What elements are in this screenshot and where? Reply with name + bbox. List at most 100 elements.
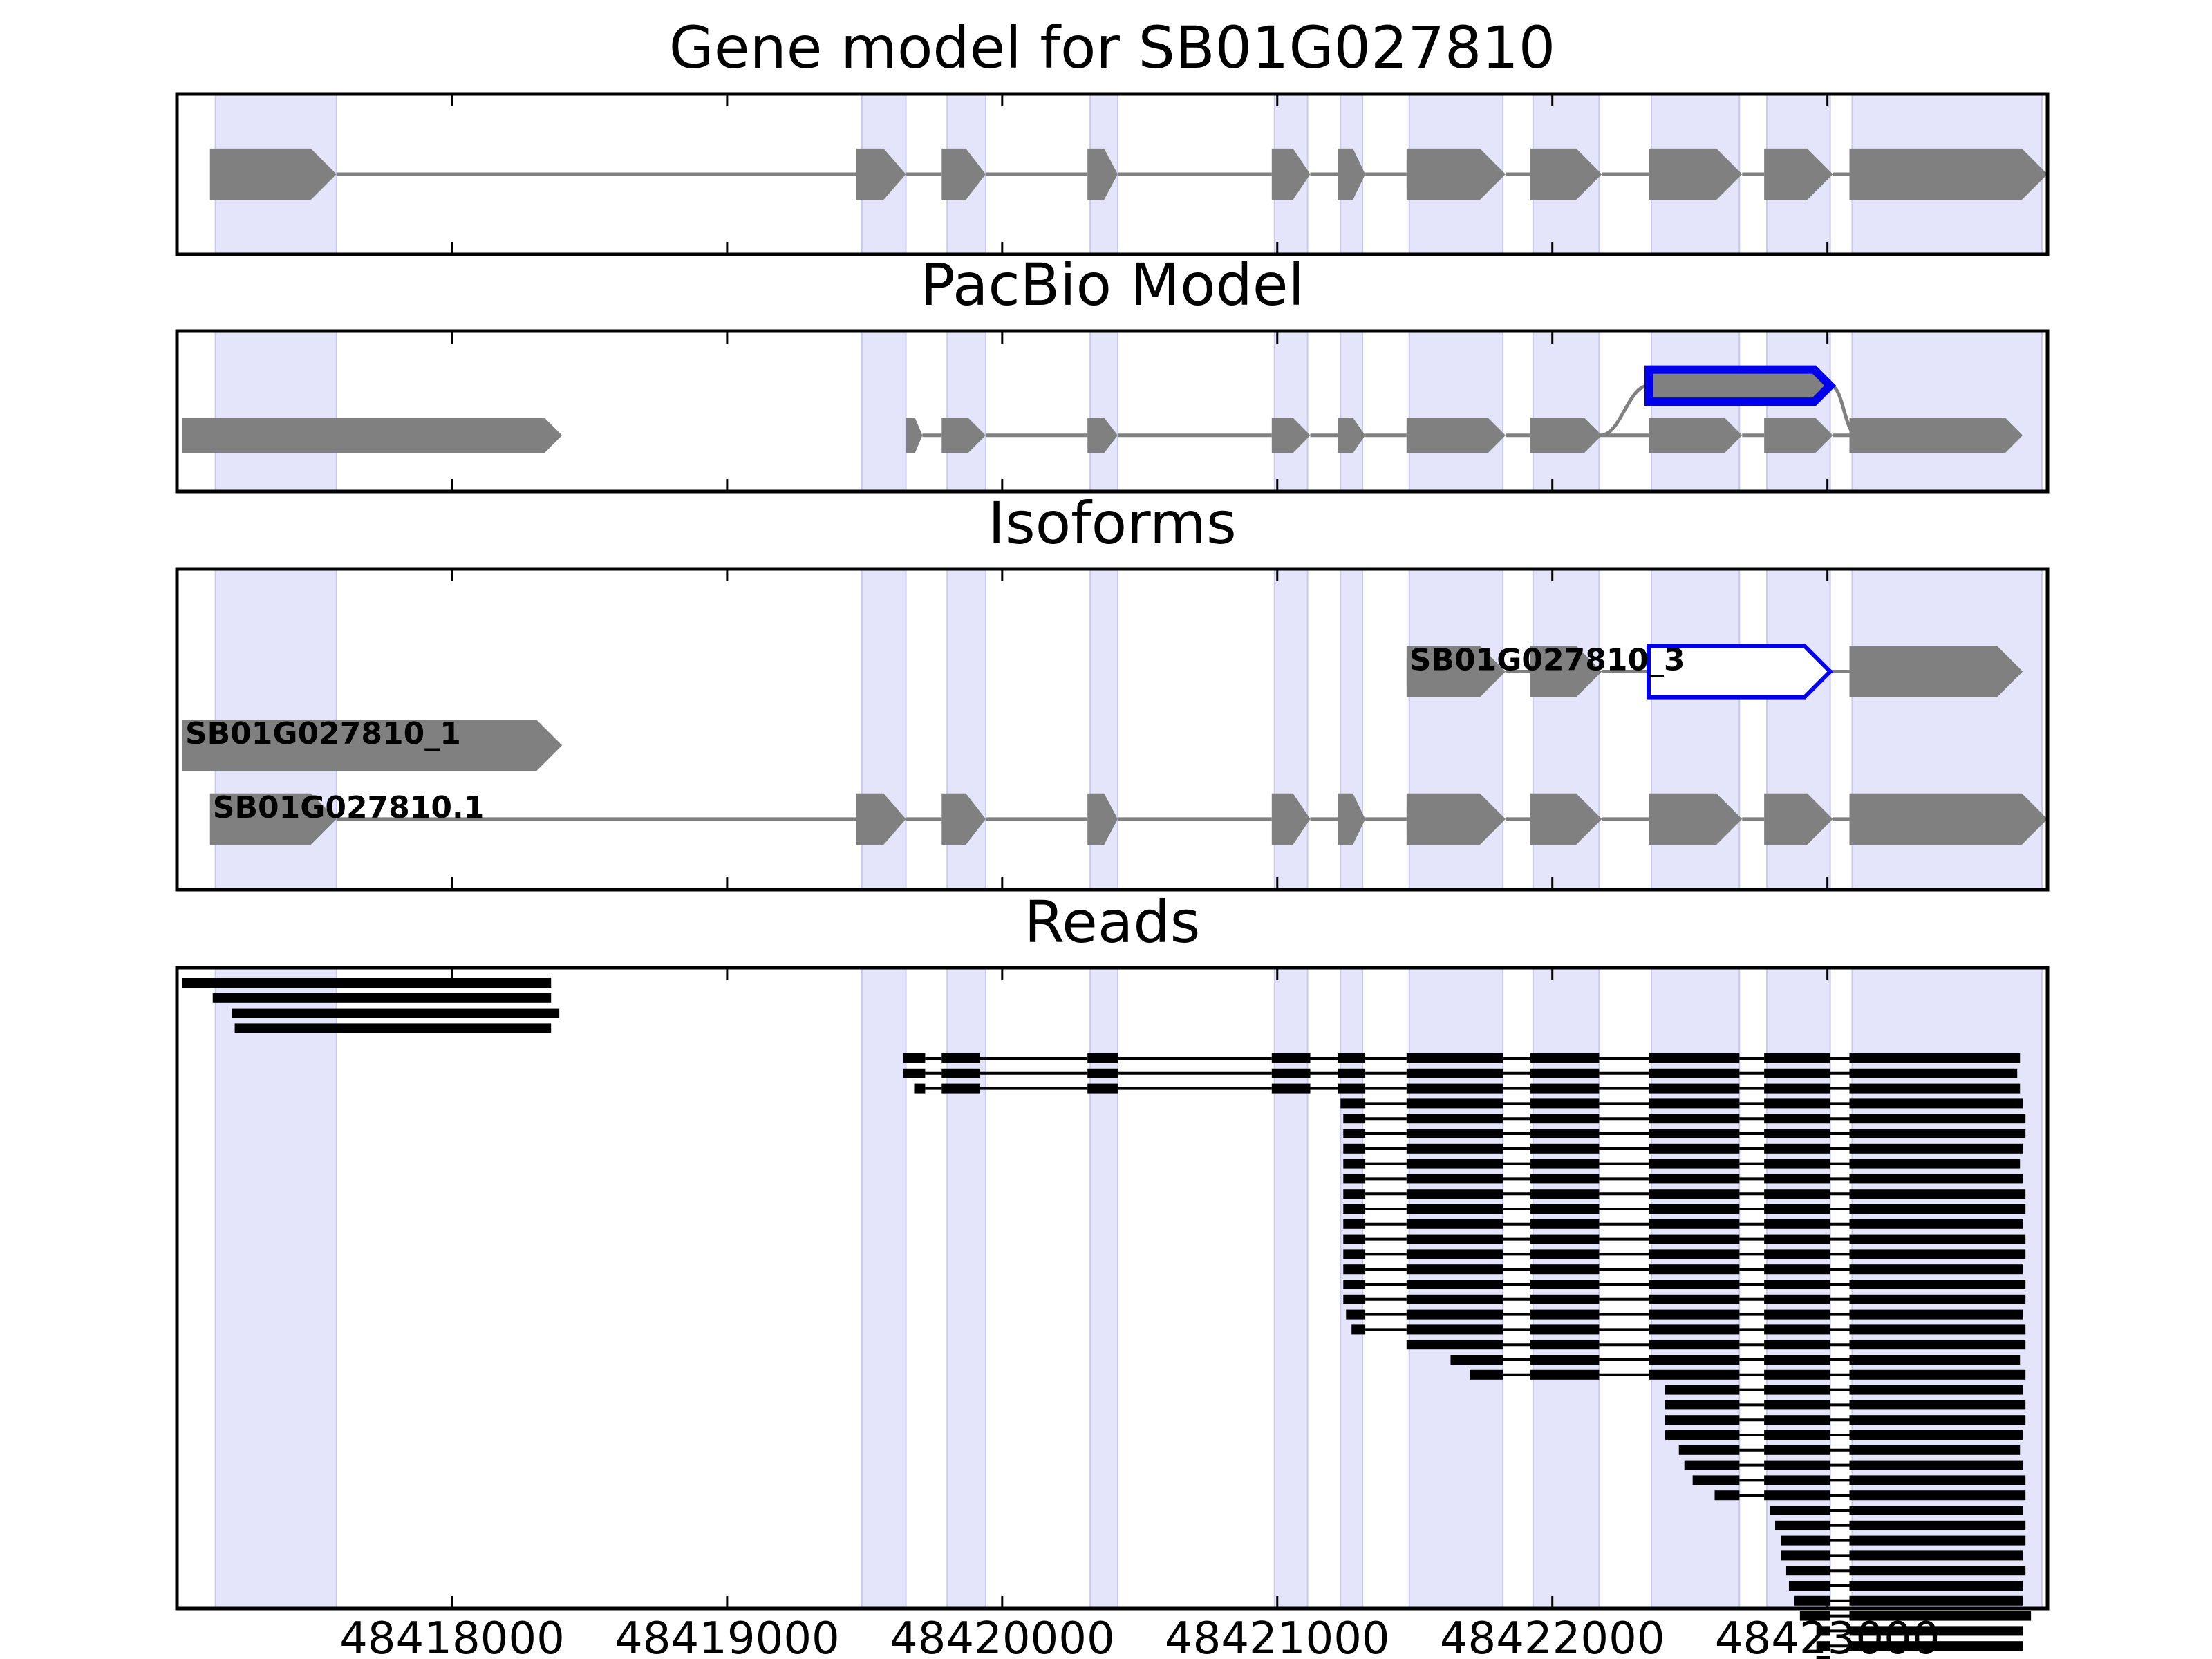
read-segment [1665,1385,1740,1395]
read-segment [1665,1415,1740,1425]
read-segment [1764,1129,1830,1138]
highlight-region [1650,330,1741,492]
highlight-regions-layer [214,93,2043,1609]
read-segment [1406,1340,1503,1350]
read-segment [1665,1430,1740,1440]
read-segment [1849,1053,2021,1063]
highlight-region [1408,330,1504,492]
read-segment [1764,1174,1830,1184]
read-segment [1530,1159,1600,1169]
read-segment [1849,1249,2026,1259]
read-segment [1343,1219,1366,1229]
read-segment [1343,1204,1366,1214]
exon-block [1648,793,1743,845]
read-segment [1849,1400,2026,1410]
read-segment [1406,1204,1503,1214]
read-segment [1351,1324,1366,1335]
read-segment [1764,1355,1830,1365]
panel-title: PacBio Model [920,251,1304,319]
x-tick-label: 48423000 [1715,1613,1940,1659]
read-segment [1648,1129,1740,1138]
read-segment [1849,1550,2023,1561]
read-segment [1406,1083,1503,1094]
highlight-region [861,967,907,1609]
read-segment [1338,1068,1366,1078]
read-segment [914,1083,926,1094]
read-segment [1849,1581,2023,1591]
read-segment [1692,1475,1740,1485]
read-segment [1849,1143,2023,1154]
read-segment [1343,1143,1366,1154]
read-segment [1338,1053,1366,1063]
read-segment [1849,1098,2023,1109]
read-segment [941,1083,980,1094]
read-segment [1648,1053,1740,1063]
read-segment [1406,1219,1503,1229]
read-segment [1470,1369,1503,1380]
read-segment [1530,1280,1600,1289]
exon-block [941,793,986,845]
read-segment [1764,1098,1830,1109]
read-segment [1648,1340,1740,1350]
read-segment [1764,1219,1830,1229]
read-segment [1406,1098,1503,1109]
read-segment [1764,1445,1830,1455]
read-segment [1684,1460,1740,1470]
read-segment [1530,1129,1600,1138]
read-segment [1648,1114,1740,1124]
read-segment [1775,1520,1830,1530]
read-segment [1530,1189,1600,1199]
read-segment [1849,1114,2026,1124]
read-segment [1764,1369,1830,1380]
read-segment [1406,1234,1503,1244]
read-segment [1849,1219,2023,1229]
read-segment [1780,1535,1830,1546]
exon-block [1764,148,1833,200]
read-segment [1530,1340,1600,1350]
read-segment [1764,1475,1830,1485]
read-segment [1764,1053,1830,1063]
x-tick-label: 48421000 [1165,1613,1390,1659]
highlight-region [1089,330,1118,492]
text-layer: Gene model for SB01G027810 PacBio Model Is… [185,14,1940,1659]
exon-block [1338,793,1366,845]
read-segment [1343,1280,1366,1289]
read-segment [1271,1068,1311,1078]
read-segment [1648,1143,1740,1154]
read-segment [1764,1415,1830,1425]
highlight-region [861,330,907,492]
highlight-region [1532,330,1600,492]
read-segment [1530,1309,1600,1320]
panel-frames-layer [175,92,2050,1611]
read-segment [1849,1430,2023,1440]
read-segment [1406,1280,1503,1289]
read-segment [1849,1280,2026,1289]
read-segment [1764,1204,1830,1214]
read-segment [1346,1309,1366,1320]
read-segment [1648,1280,1740,1289]
read-segment [1087,1068,1118,1078]
x-tick-label: 48419000 [615,1613,840,1659]
read-segment [1648,1083,1740,1094]
read-segment [1764,1385,1830,1395]
read-segment [1764,1309,1830,1320]
read-segment [1764,1294,1830,1304]
exon-block [1271,418,1311,453]
read-segment [1785,1566,1830,1576]
read-segment [1406,1143,1503,1154]
read-segment [1764,1068,1830,1078]
exon-block [209,793,337,845]
read-segment [1816,1626,1830,1636]
read-segment [1849,1460,2023,1470]
exon-block [182,720,563,771]
read-segment [1530,1204,1600,1214]
read-segment [1406,1129,1503,1138]
panel-frame [175,329,2050,494]
read-segment [182,978,552,988]
exon-block [1406,148,1506,200]
read-segment [1780,1550,1830,1561]
read-segment [1764,1249,1830,1259]
read-segment [1406,1249,1503,1259]
read-segment [1343,1159,1366,1169]
